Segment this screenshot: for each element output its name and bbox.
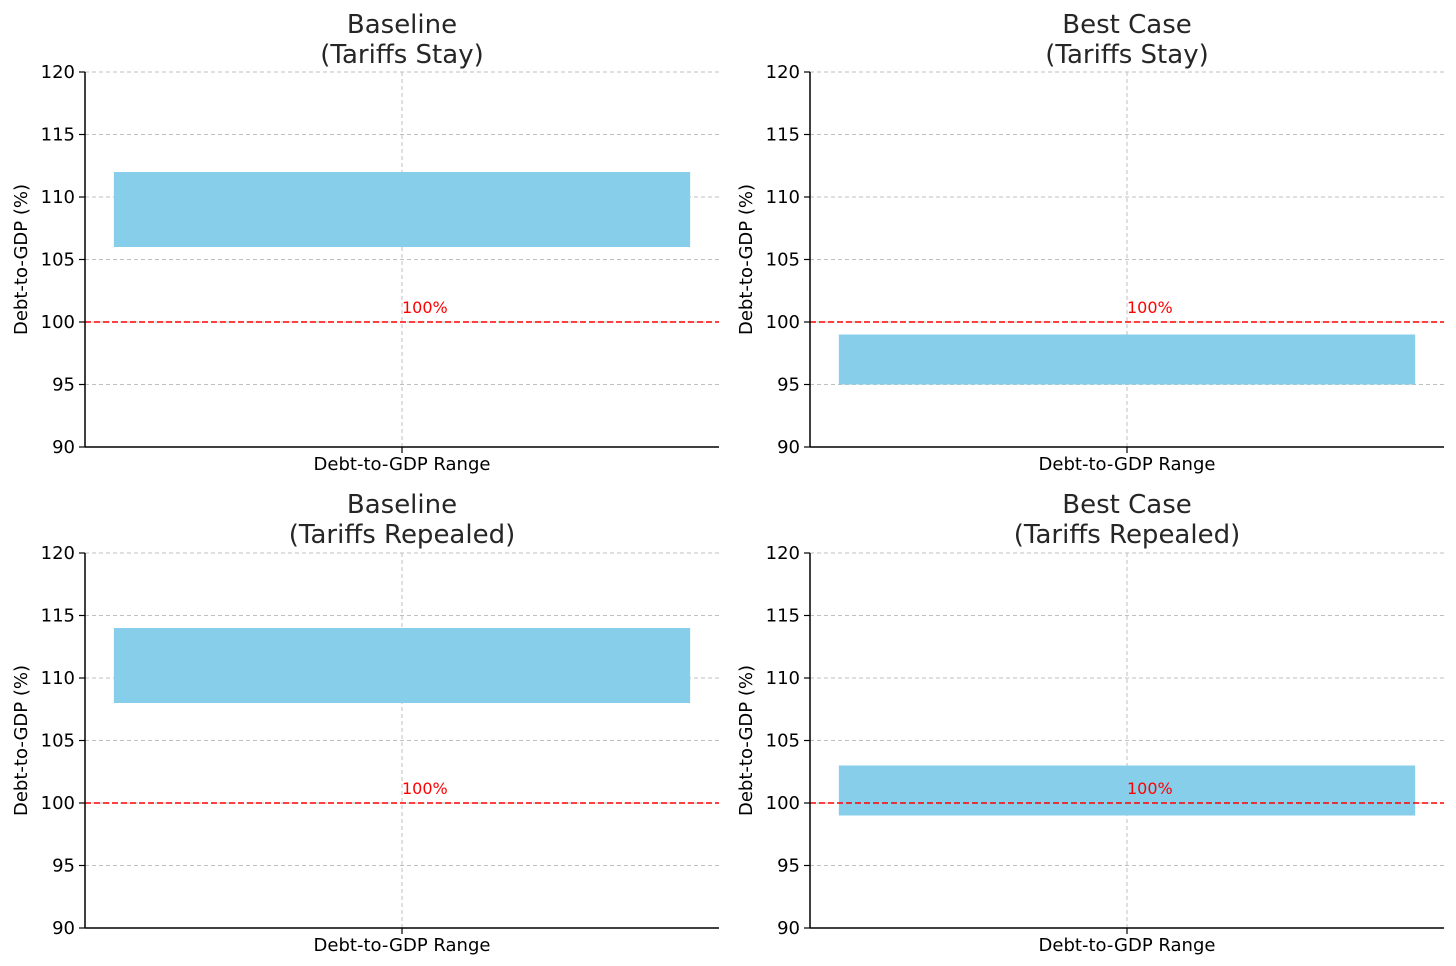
subplot-3: 100% 90 95 100 105 110 115 120 Debt-to-GDP Range… xyxy=(11,490,719,956)
x-axis-label: Debt-to-GDP Range xyxy=(314,454,491,475)
y-tick-label: 100 xyxy=(766,312,800,333)
chart-title-line-2: (Tariffs Stay) xyxy=(1045,40,1208,70)
y-tick-label: 120 xyxy=(41,543,75,564)
y-tick-label: 115 xyxy=(41,606,75,627)
y-tick-label: 100 xyxy=(41,312,75,333)
chart-title-line-1: Baseline xyxy=(347,10,457,40)
subplot-2: 100% 90 95 100 105 110 115 120 Debt-to-GDP Range… xyxy=(736,10,1444,475)
y-tick-label: 105 xyxy=(41,731,75,752)
y-tick-label: 95 xyxy=(52,856,75,877)
chart-title-line-1: Best Case xyxy=(1062,10,1191,40)
y-tick-label: 90 xyxy=(777,918,800,939)
range-bar xyxy=(113,172,691,247)
y-tick-label: 120 xyxy=(766,543,800,564)
y-axis-label: Debt-to-GDP (%) xyxy=(11,184,32,335)
subplot-4: 100% 90 95 100 105 110 115 120 Debt-to-GDP Range… xyxy=(736,490,1444,956)
y-tick-label: 95 xyxy=(52,375,75,396)
y-tick-label: 100 xyxy=(41,793,75,814)
reference-line-label: 100% xyxy=(1127,779,1173,798)
y-tick-label: 105 xyxy=(766,731,800,752)
y-axis-label: Debt-to-GDP (%) xyxy=(736,665,757,816)
x-axis-label: Debt-to-GDP Range xyxy=(1039,935,1216,956)
y-tick-label: 95 xyxy=(777,375,800,396)
y-tick-label: 115 xyxy=(766,606,800,627)
y-tick-label: 115 xyxy=(766,125,800,146)
y-tick-label: 110 xyxy=(41,187,75,208)
range-bar xyxy=(838,334,1416,385)
y-tick-label: 115 xyxy=(41,125,75,146)
subplot-1: 100% 90 95 100 105 110 115 120 Debt-to-GDP Range… xyxy=(11,10,719,475)
y-tick-label: 110 xyxy=(766,668,800,689)
chart-title-line-1: Best Case xyxy=(1062,490,1191,520)
y-tick-label: 110 xyxy=(41,668,75,689)
range-bar xyxy=(838,765,1416,816)
chart-title-line-1: Baseline xyxy=(347,490,457,520)
y-tick-label: 95 xyxy=(777,856,800,877)
y-tick-label: 105 xyxy=(766,250,800,271)
y-tick-label: 90 xyxy=(777,437,800,458)
y-tick-label: 120 xyxy=(766,62,800,83)
y-tick-label: 120 xyxy=(41,62,75,83)
chart-title-line-2: (Tariffs Repealed) xyxy=(289,520,515,550)
y-tick-label: 105 xyxy=(41,250,75,271)
x-axis-label: Debt-to-GDP Range xyxy=(1039,454,1216,475)
range-bar xyxy=(113,628,691,703)
y-tick-label: 110 xyxy=(766,187,800,208)
reference-line-label: 100% xyxy=(402,779,448,798)
y-tick-label: 90 xyxy=(52,918,75,939)
y-axis-label: Debt-to-GDP (%) xyxy=(736,184,757,335)
x-axis-label: Debt-to-GDP Range xyxy=(314,935,491,956)
y-tick-label: 100 xyxy=(766,793,800,814)
reference-line-label: 100% xyxy=(402,298,448,317)
y-tick-label: 90 xyxy=(52,437,75,458)
y-axis-label: Debt-to-GDP (%) xyxy=(11,665,32,816)
reference-line-label: 100% xyxy=(1127,298,1173,317)
chart-title-line-2: (Tariffs Stay) xyxy=(320,40,483,70)
chart-title-line-2: (Tariffs Repealed) xyxy=(1014,520,1240,550)
